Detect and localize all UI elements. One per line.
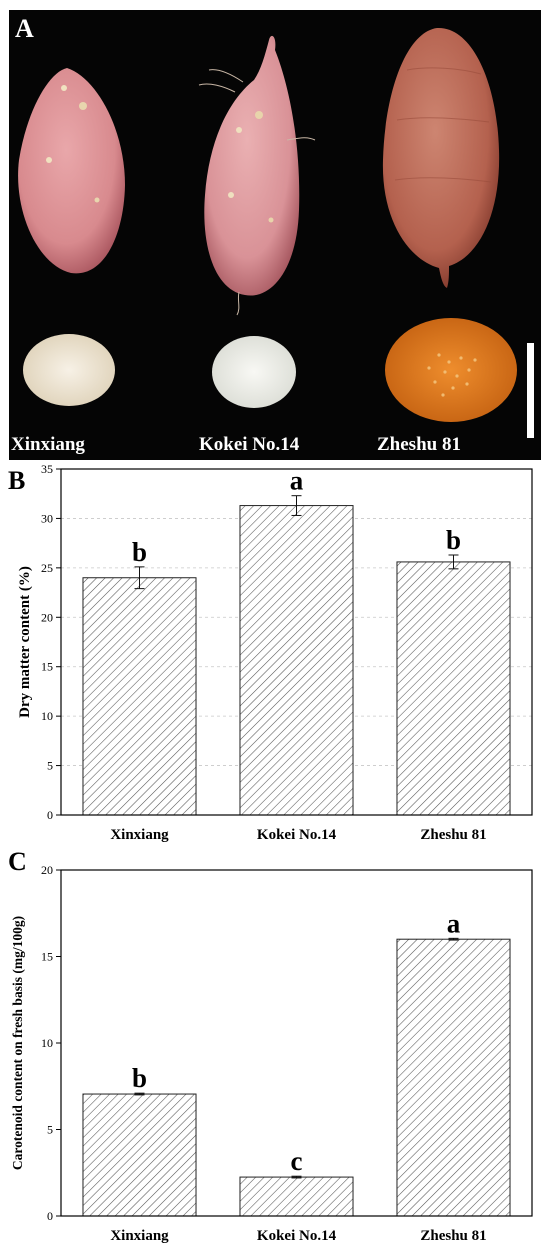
dry-matter-chart: b Xinxiang a Kokei No.14 b Zheshu 81 0 5 10 15 20 2… (17, 462, 533, 843)
panel-letter-a: A (15, 14, 34, 43)
xinxiang-cross-section (23, 334, 115, 406)
significance-letter: b (132, 1063, 147, 1093)
y-tick-label: 5 (47, 1123, 53, 1137)
panel-letter-b: B (8, 466, 26, 495)
kokei-tuber (198, 35, 316, 316)
bar-zheshu-81 (396, 561, 511, 816)
bar-xinxiang (82, 1093, 197, 1217)
y-tick-label: 5 (47, 759, 53, 773)
y-tick-label: 15 (41, 660, 53, 674)
y-tick-label: 15 (41, 950, 53, 964)
label-kokei: Kokei No.14 (199, 434, 300, 455)
y-tick-label: 35 (41, 462, 53, 476)
panel-c: C b Xinxiang c Kokei No.14 a Zheshu 81 0 5 10 15 2… (0, 847, 550, 1253)
bar-kokei-no-14 (239, 1176, 354, 1217)
panel-letter-c: C (8, 847, 27, 876)
y-tick-label: 20 (41, 610, 53, 624)
x-tick-label: Kokei No.14 (257, 1228, 337, 1244)
x-tick-label: Xinxiang (110, 827, 169, 843)
y-tick-label: 25 (41, 561, 53, 575)
y-tick-label: 30 (41, 511, 53, 525)
significance-letter: b (132, 537, 147, 567)
y-tick-label: 0 (47, 808, 53, 822)
significance-letter: b (446, 525, 461, 555)
bar-kokei-no-14 (239, 505, 354, 816)
carotenoid-chart: b Xinxiang c Kokei No.14 a Zheshu 81 0 5 10 15 20 C… (10, 863, 533, 1244)
photo-panel: A Xinxiang Kokei No.14 Zheshu 81 (9, 10, 541, 460)
y-axis-label: Dry matter content (%) (17, 566, 33, 718)
x-tick-label: Zheshu 81 (420, 827, 486, 843)
y-tick-label: 10 (41, 709, 53, 723)
y-tick-label: 10 (41, 1036, 53, 1050)
zheshu-cross-section (385, 318, 517, 422)
zheshu-flesh-dots (427, 353, 477, 397)
kokei-cross-section (212, 336, 296, 408)
label-xinxiang: Xinxiang (11, 434, 85, 455)
scale-bar (527, 343, 534, 438)
bar-zheshu-81 (396, 938, 511, 1217)
bar-xinxiang (82, 577, 197, 816)
zheshu-tuber (382, 27, 500, 288)
x-tick-label: Kokei No.14 (257, 827, 337, 843)
y-axis-label: Carotenoid content on fresh basis (mg/10… (10, 916, 25, 1170)
x-tick-label: Xinxiang (110, 1228, 169, 1244)
y-tick-label: 0 (47, 1209, 53, 1223)
x-tick-label: Zheshu 81 (420, 1228, 486, 1244)
sweet-potato-photo (18, 27, 534, 438)
significance-letter: c (291, 1146, 303, 1176)
label-zheshu: Zheshu 81 (377, 434, 461, 455)
xinxiang-tuber (18, 68, 126, 274)
y-tick-label: 20 (41, 863, 53, 877)
significance-letter: a (290, 466, 304, 496)
significance-letter: a (447, 908, 461, 938)
panel-b: B b Xinxiang a Kokei No.14 b Zheshu 81 0 5 10 15 2… (0, 462, 550, 847)
plot-frame (60, 468, 533, 816)
